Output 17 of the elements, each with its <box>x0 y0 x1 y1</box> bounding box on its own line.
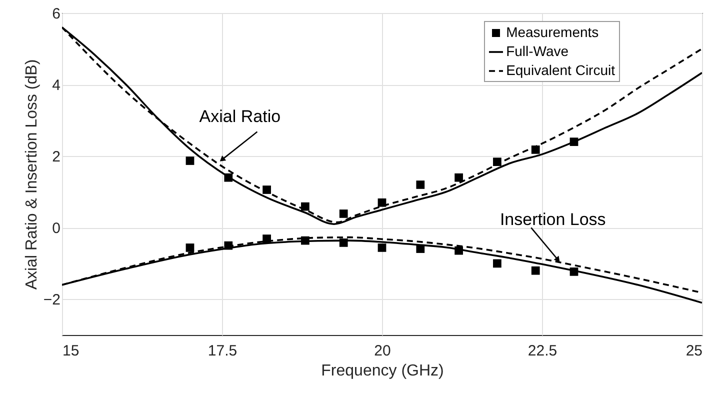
x-axis-title: Frequency (GHz) <box>321 362 444 380</box>
y-tick-label: 2 <box>52 148 60 166</box>
x-tick-label: 15 <box>62 342 80 360</box>
y-tick-label: 0 <box>52 220 60 238</box>
x-tick-label: 17.5 <box>208 342 238 360</box>
x-tick-label: 25 <box>686 342 702 360</box>
legend-label: Equivalent Circuit <box>506 61 615 80</box>
y-tick-label: −2 <box>43 292 60 309</box>
y-tick-label: 4 <box>52 77 60 94</box>
annotation: Axial Ratio <box>199 106 281 126</box>
x-tick-label: 22.5 <box>528 342 558 360</box>
legend-label: Measurements <box>506 23 599 42</box>
annotation: Insertion Loss <box>500 210 606 229</box>
legend-label: Full-Wave <box>506 42 569 61</box>
y-tick-label: 6 <box>52 6 60 22</box>
y-axis-title: Axial Ratio & Insertion Loss (dB) <box>23 59 40 290</box>
x-tick-label: 20 <box>374 342 391 360</box>
